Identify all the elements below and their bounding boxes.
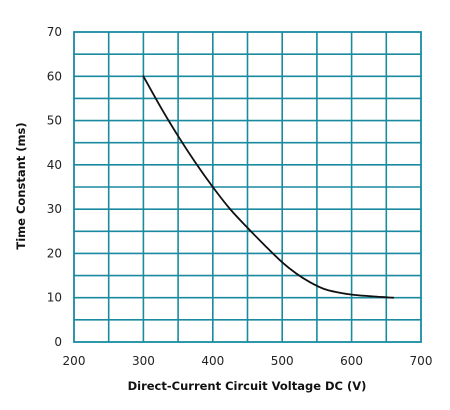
x-axis-title: Direct-Current Circuit Voltage DC (V) (128, 379, 367, 393)
x-tick-label: 300 (132, 354, 155, 368)
y-tick-label: 10 (47, 291, 62, 305)
x-tick-label: 500 (271, 354, 294, 368)
y-tick-label: 30 (47, 202, 62, 216)
y-tick-label: 0 (54, 335, 62, 349)
grid-lines (74, 32, 421, 342)
y-tick-label: 50 (47, 114, 62, 128)
plot-frame (73, 31, 422, 343)
y-axis-ticks: 0 10 20 30 40 50 60 70 (47, 25, 62, 349)
series-layer (142, 75, 395, 299)
x-tick-label: 400 (201, 354, 224, 368)
x-axis-ticks: 200 300 400 500 600 700 (63, 354, 433, 368)
y-tick-label: 60 (47, 69, 62, 83)
x-tick-label: 200 (63, 354, 86, 368)
x-tick-label: 700 (410, 354, 433, 368)
y-tick-label: 70 (47, 25, 62, 39)
y-tick-label: 40 (47, 158, 62, 172)
plot-border (73, 31, 422, 343)
series-line (142, 75, 395, 299)
y-axis-title: Time Constant (ms) (14, 122, 28, 249)
y-tick-label: 20 (47, 246, 62, 260)
x-tick-label: 600 (340, 354, 363, 368)
